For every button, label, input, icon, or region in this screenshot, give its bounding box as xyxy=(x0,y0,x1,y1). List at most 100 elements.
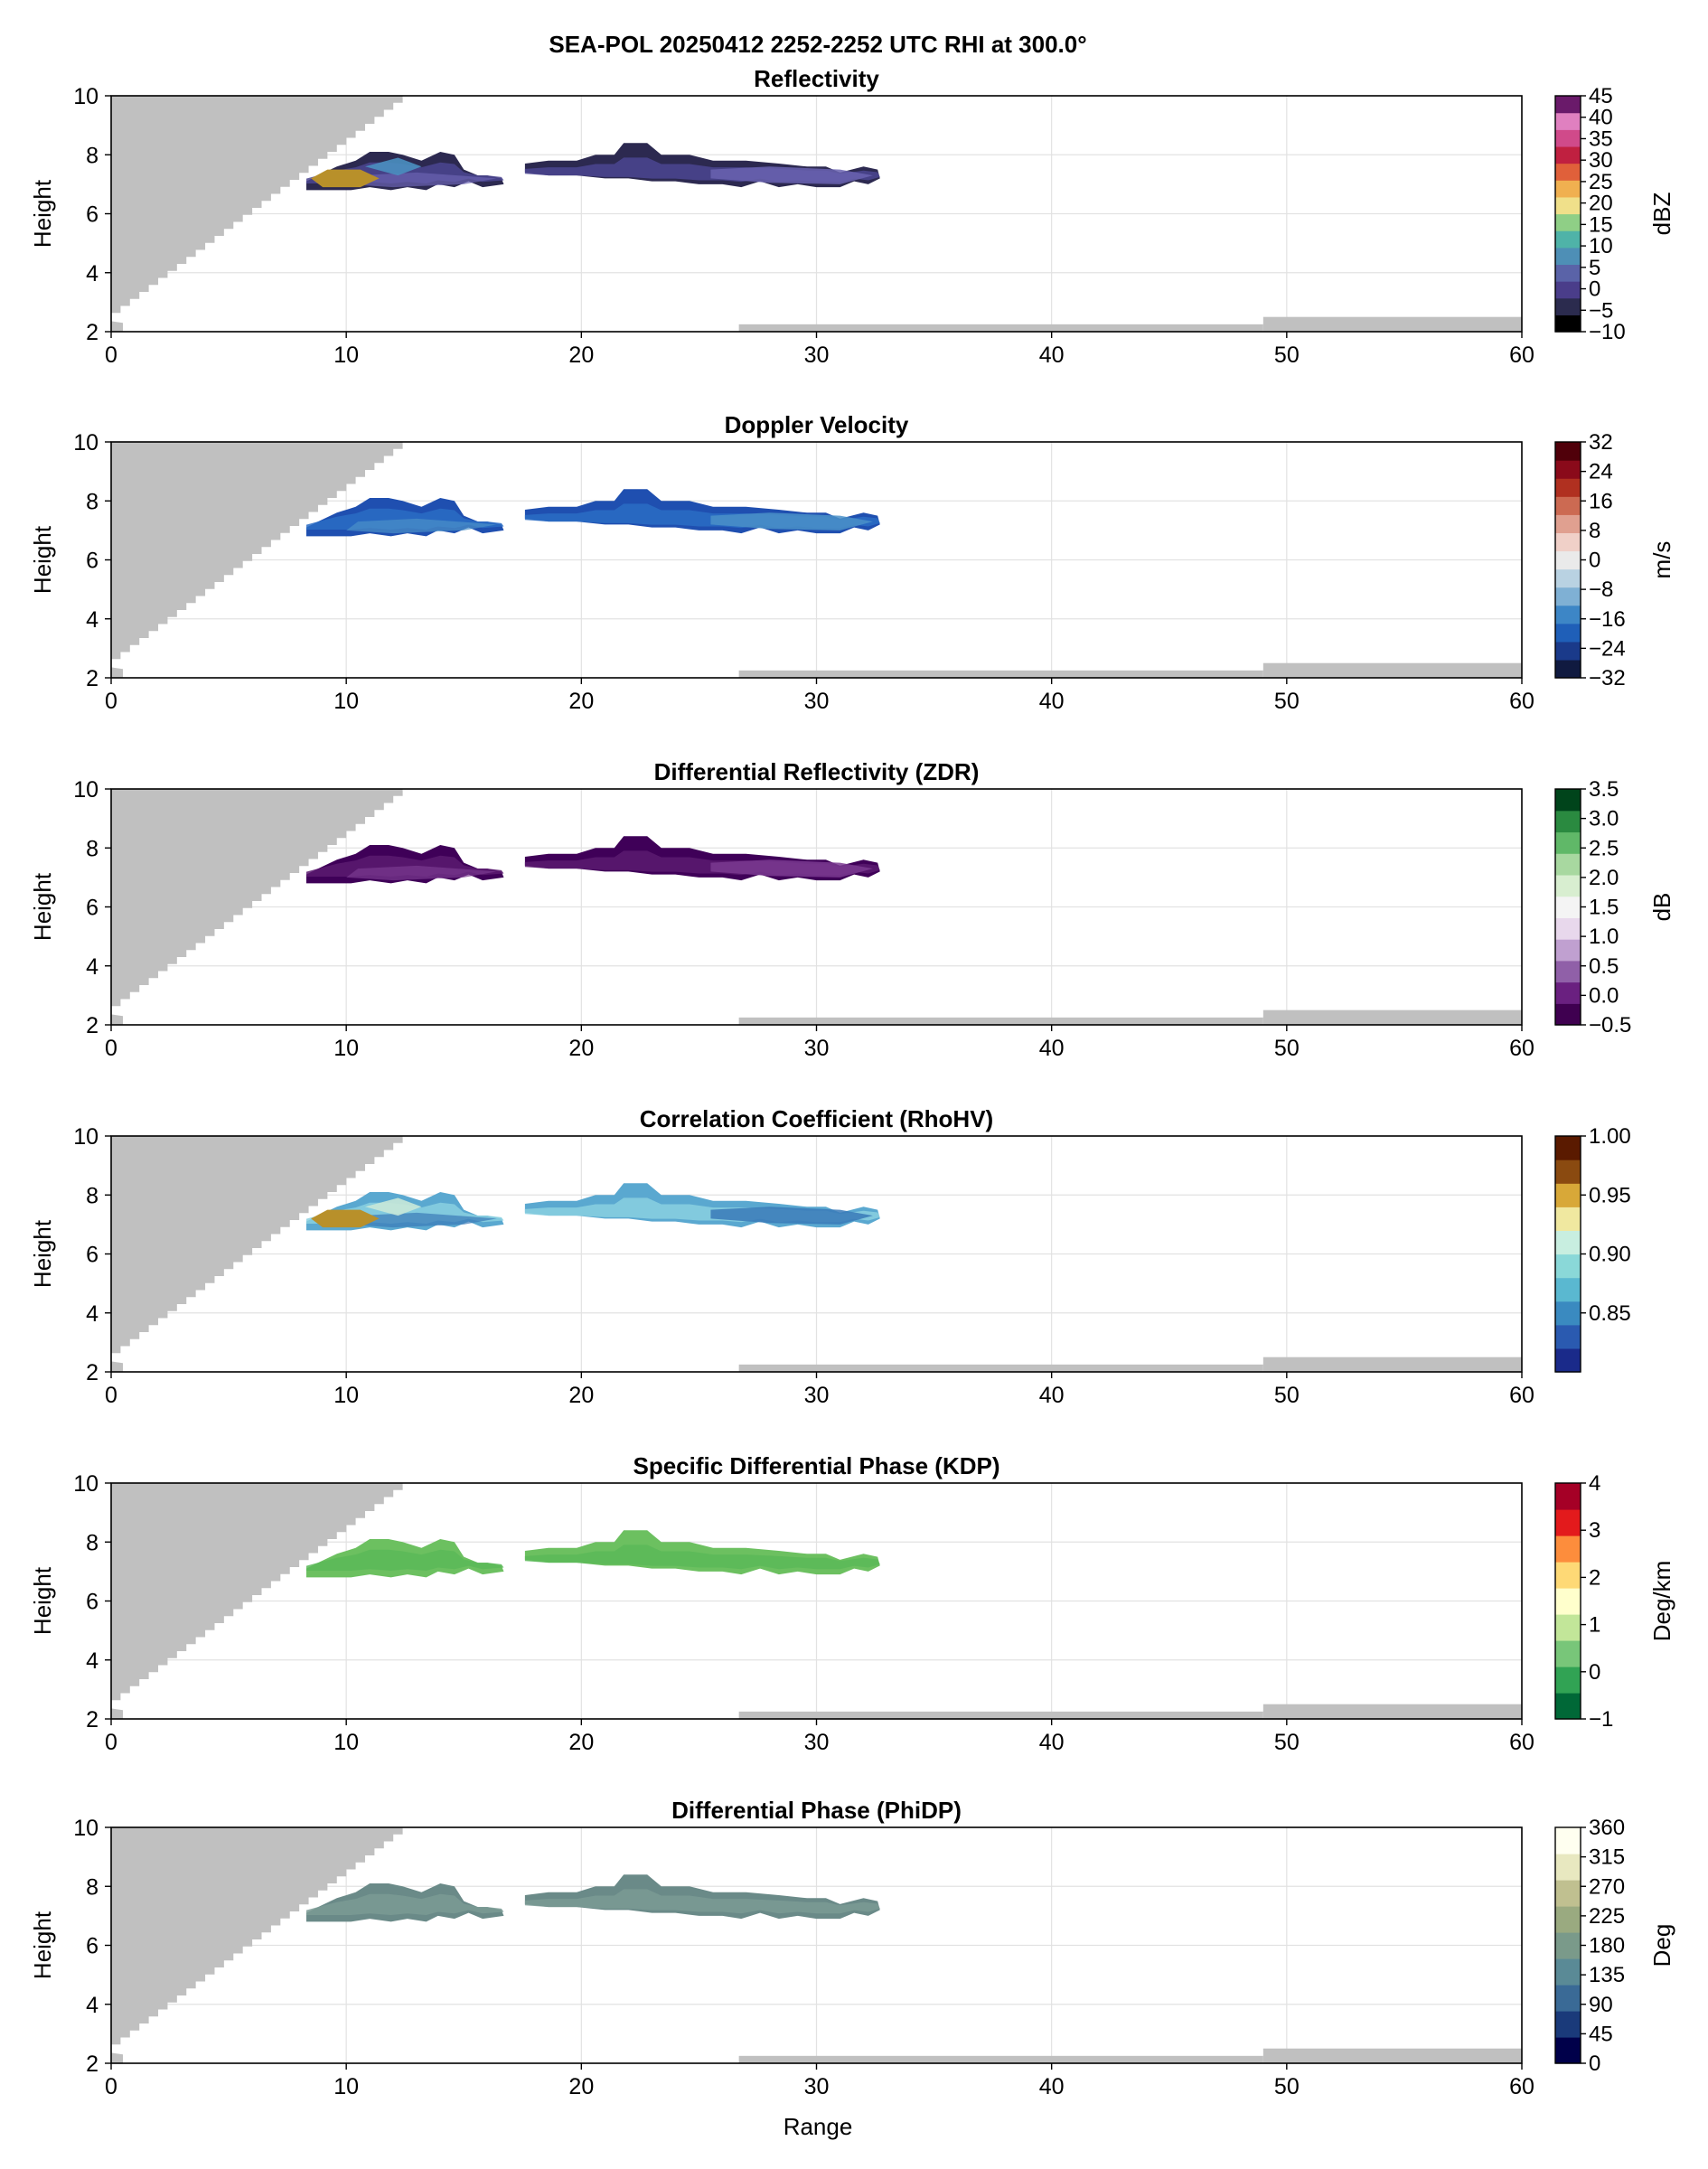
colorbar-tick-label: 1.5 xyxy=(1589,896,1619,920)
x-axis-label: Range xyxy=(784,2113,853,2140)
colorbar-segment xyxy=(1555,297,1581,315)
colorbar-segment xyxy=(1555,196,1581,215)
x-tick-label: 60 xyxy=(1509,689,1534,714)
colorbar-segment xyxy=(1555,2011,1581,2038)
colorbar-segment xyxy=(1555,1614,1581,1641)
colorbar-tick-label: 0.85 xyxy=(1589,1301,1631,1326)
terrain-mask xyxy=(111,96,413,332)
y-tick-label: 2 xyxy=(86,1360,99,1385)
colorbar-segment xyxy=(1555,1003,1581,1026)
colorbar-segment xyxy=(1555,605,1581,624)
echo-shade xyxy=(710,512,873,531)
x-tick-label: 0 xyxy=(105,1383,117,1408)
echo-shade xyxy=(305,1893,504,1916)
panel-3: Correlation Coefficient (RhoHV)0 10 20 30 40… xyxy=(29,1105,1631,1408)
colorbar-segment xyxy=(1555,1640,1581,1667)
x-tick-label: 10 xyxy=(333,343,359,368)
colorbar-segment xyxy=(1555,1277,1581,1302)
colorbar-segment xyxy=(1555,230,1581,249)
x-tick-label: 10 xyxy=(333,2074,359,2099)
colorbar-tick-label: 90 xyxy=(1589,1993,1613,2017)
colorbar-tick-label: 1.00 xyxy=(1589,1124,1631,1149)
colorbar-segment xyxy=(1555,1136,1581,1160)
x-tick-label: 50 xyxy=(1274,1383,1300,1408)
colorbar-segment xyxy=(1555,1300,1581,1326)
colorbar-segment xyxy=(1555,442,1581,461)
colorbar-tick-label: −0.5 xyxy=(1589,1013,1631,1038)
x-tick-label: 40 xyxy=(1039,1036,1065,1061)
colorbar-tick-label: −10 xyxy=(1589,320,1626,344)
x-tick-label: 20 xyxy=(568,343,594,368)
colorbar-segment xyxy=(1555,1667,1581,1694)
x-tick-label: 60 xyxy=(1509,343,1534,368)
y-axis-label: Height xyxy=(29,1219,56,1288)
y-tick-label: 6 xyxy=(86,202,99,228)
colorbar-segment xyxy=(1555,163,1581,181)
colorbar-segment xyxy=(1555,1509,1581,1536)
y-axis-label: Height xyxy=(29,872,56,941)
echo-shade xyxy=(364,1197,422,1216)
x-tick-label: 60 xyxy=(1509,1383,1534,1408)
y-tick-label: 10 xyxy=(73,84,99,109)
panel-5: Differential Phase (PhiDP)0 10 20 30 40 50 602… xyxy=(29,1797,1675,2099)
colorbar-segment xyxy=(1555,874,1581,897)
colorbar-segment xyxy=(1555,146,1581,164)
y-axis-label: Height xyxy=(29,179,56,248)
colorbar-segment xyxy=(1555,129,1581,147)
colorbar-tick-label: −1 xyxy=(1589,1707,1613,1732)
colorbar-tick-label: 0 xyxy=(1589,1660,1600,1685)
y-tick-label: 4 xyxy=(86,261,99,286)
colorbar-segment xyxy=(1555,641,1581,661)
colorbar-tick-label: 180 xyxy=(1589,1934,1625,1958)
colorbar-segment xyxy=(1555,180,1581,198)
ground-clutter-strip xyxy=(1262,662,1522,678)
colorbar-5: 0 45 90 135 180 225 270 315 360 Deg xyxy=(1554,1816,1675,2076)
y-tick-label: 4 xyxy=(86,1301,99,1327)
colorbar-tick-label: 135 xyxy=(1589,1963,1625,1987)
colorbar-segment xyxy=(1555,213,1581,231)
colorbar-segment xyxy=(1555,496,1581,515)
colorbar-segment xyxy=(1555,623,1581,643)
colorbar-tick-label: 40 xyxy=(1589,106,1613,130)
x-tick-label: 10 xyxy=(333,1383,359,1408)
colorbar-tick-label: 2.0 xyxy=(1589,866,1619,890)
ground-clutter-strip xyxy=(1262,1704,1522,1719)
colorbar-segment xyxy=(1555,112,1581,130)
colorbar-tick-label: 15 xyxy=(1589,212,1613,237)
echo-shade xyxy=(305,1549,504,1572)
colorbar-frame xyxy=(1554,1482,1581,1720)
colorbar-segment xyxy=(1555,1230,1581,1255)
x-tick-label: 50 xyxy=(1274,1730,1300,1755)
colorbar-tick-label: 0 xyxy=(1589,277,1600,302)
ground-clutter-strip xyxy=(738,670,1263,678)
colorbar-segment xyxy=(1555,247,1581,266)
colorbar-tick-label: 25 xyxy=(1589,170,1613,194)
y-tick-label: 10 xyxy=(73,1124,99,1150)
y-tick-label: 4 xyxy=(86,954,99,980)
x-tick-label: 0 xyxy=(105,1730,117,1755)
ground-clutter-strip xyxy=(1262,2048,1522,2063)
x-tick-label: 30 xyxy=(804,1383,830,1408)
echo-shade xyxy=(524,1545,880,1570)
colorbar-segment xyxy=(1555,1483,1581,1510)
colorbar-segment xyxy=(1555,532,1581,552)
echo-shade xyxy=(346,172,497,188)
x-tick-label: 20 xyxy=(568,1383,594,1408)
colorbar-segment xyxy=(1555,831,1581,854)
echo-shade xyxy=(346,518,497,534)
x-tick-label: 50 xyxy=(1274,343,1300,368)
y-axis-label: Height xyxy=(29,525,56,594)
x-tick-label: 20 xyxy=(568,689,594,714)
colorbar-label: dBZ xyxy=(1648,192,1675,236)
panel-title: Differential Phase (PhiDP) xyxy=(671,1797,962,1824)
x-tick-label: 0 xyxy=(105,1036,117,1061)
echo-shade xyxy=(364,157,422,176)
colorbar-segment xyxy=(1555,1347,1581,1373)
y-axis-label: Height xyxy=(29,1911,56,1979)
x-tick-label: 10 xyxy=(333,1730,359,1755)
y-tick-label: 10 xyxy=(73,1816,99,1841)
colorbar-segment xyxy=(1555,1183,1581,1207)
echo-shade xyxy=(311,169,380,188)
colorbar-segment xyxy=(1555,460,1581,479)
colorbar-tick-label: 2 xyxy=(1589,1565,1600,1590)
